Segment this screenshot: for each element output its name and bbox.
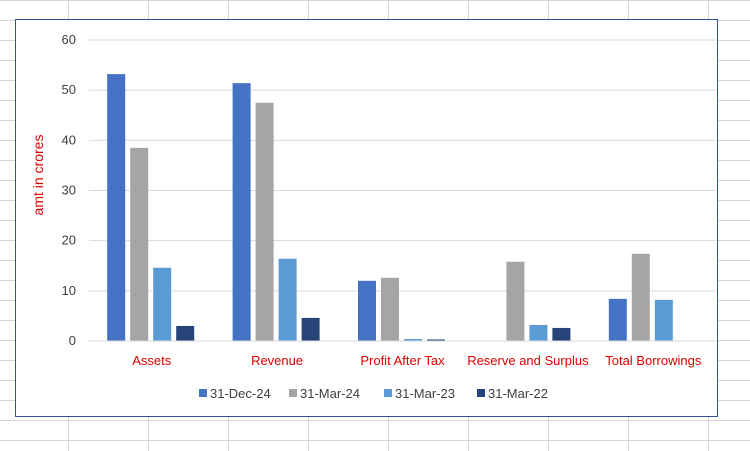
category-label: Reserve and Surplus [467, 353, 589, 368]
category-label: Total Borrowings [605, 353, 702, 368]
bar [358, 280, 376, 341]
bar [506, 261, 525, 341]
y-tick-label: 10 [62, 283, 76, 298]
bar [654, 299, 673, 341]
bar [552, 327, 571, 341]
bar [176, 325, 195, 341]
legend-label: 31-Mar-24 [300, 386, 360, 401]
legend: 31-Dec-24 31-Mar-24 31-Mar-23 31-Mar-22 [199, 386, 548, 401]
y-tick-label: 30 [62, 183, 76, 198]
bar [130, 147, 149, 341]
y-axis-ticks: 0 10 20 30 40 50 60 [62, 32, 76, 348]
bar [232, 83, 251, 341]
category-labels: Assets Revenue Profit After Tax Reserve and… [132, 353, 702, 368]
bar [404, 338, 422, 341]
y-tick-label: 50 [62, 82, 76, 97]
legend-swatch [384, 389, 392, 397]
bar [153, 267, 172, 341]
bar [301, 317, 320, 341]
bar [107, 74, 126, 341]
bar [255, 102, 274, 341]
category-label: Assets [132, 353, 172, 368]
legend-label: 31-Mar-23 [395, 386, 455, 401]
chart-frame: 0 10 20 30 40 50 60 Assets Revenue Profit After … [15, 19, 718, 417]
bar [278, 258, 297, 341]
y-tick-label: 0 [69, 333, 76, 348]
bar [631, 253, 650, 341]
legend-swatch [199, 389, 207, 397]
y-axis-label: amt in crores [30, 135, 46, 216]
legend-swatch [477, 389, 485, 397]
legend-label: 31-Dec-24 [210, 386, 271, 401]
gridlines [89, 39, 716, 292]
bar [529, 324, 548, 341]
bars [107, 74, 673, 341]
legend-swatch [289, 389, 297, 397]
bar [608, 298, 627, 341]
y-tick-label: 20 [62, 233, 76, 248]
category-label: Revenue [251, 353, 303, 368]
bar [427, 339, 445, 341]
bar-chart: 0 10 20 30 40 50 60 Assets Revenue Profit After … [30, 32, 716, 401]
y-tick-label: 60 [62, 32, 76, 47]
category-label: Profit After Tax [360, 353, 445, 368]
y-tick-label: 40 [62, 132, 76, 147]
bar [381, 277, 399, 341]
legend-label: 31-Mar-22 [488, 386, 548, 401]
